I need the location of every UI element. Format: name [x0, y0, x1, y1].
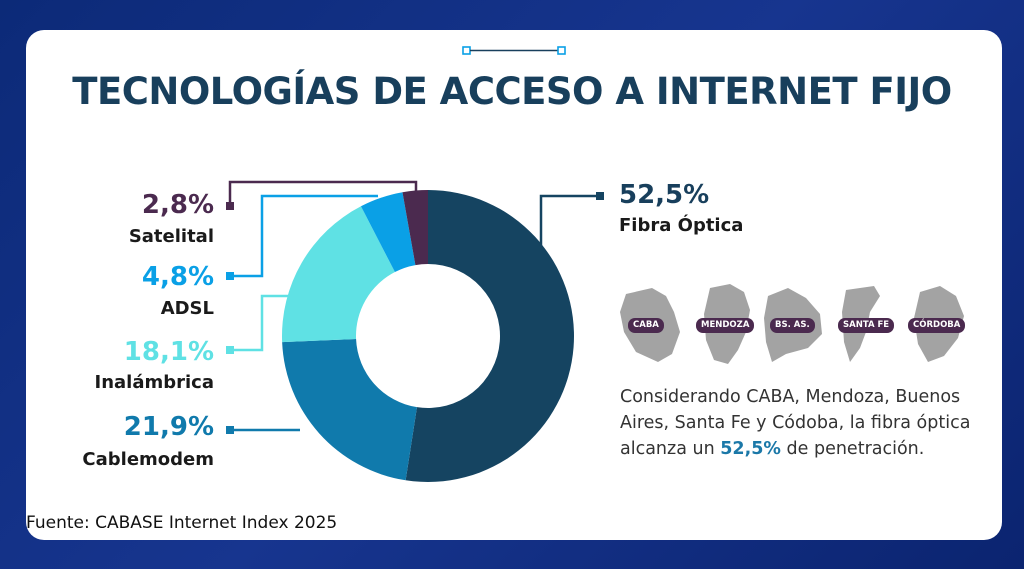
- note-text-after: de penetración.: [780, 439, 925, 459]
- province-tag-mendoza: MENDOZA: [696, 318, 755, 333]
- adsl-percent: 4,8%: [141, 262, 214, 292]
- leader-line-adsl: [230, 194, 378, 278]
- leader-marker-adsl: [226, 272, 234, 280]
- leader-line-satelital: [228, 180, 418, 206]
- satelital-percent: 2,8%: [141, 190, 214, 220]
- title-decoration: [462, 46, 566, 55]
- slice-inalambrica: [282, 206, 395, 343]
- province-tag-caba: CABA: [628, 318, 664, 333]
- slice-cablemodem: [282, 339, 417, 481]
- cablemodem-label: Cablemodem: [82, 449, 214, 470]
- province-tag-cordoba: CÓRDOBA: [908, 318, 966, 333]
- source-note: Fuente: CABASE Internet Index 2025: [26, 513, 338, 533]
- leader-marker-satelital: [226, 202, 234, 210]
- slice-satelital: [402, 190, 428, 266]
- cablemodem-percent: 21,9%: [123, 412, 214, 442]
- fibra-label: Fibra Óptica: [619, 215, 744, 236]
- province-tag-bs-as: BS. AS.: [770, 318, 815, 333]
- inalambrica-percent: 18,1%: [123, 337, 214, 367]
- leader-marker-inalambrica: [226, 346, 234, 354]
- slice-fibra-optica: [405, 190, 574, 482]
- slice-adsl: [360, 192, 416, 273]
- adsl-label: ADSL: [160, 298, 214, 319]
- note-text-before: Considerando CABA, Mendoza, Buenos Aires…: [620, 387, 971, 459]
- fiber-note: Considerando CABA, Mendoza, Buenos Aires…: [620, 384, 990, 462]
- inalambrica-label: Inalámbrica: [94, 372, 214, 393]
- leader-line-inalambrica: [230, 294, 290, 352]
- satelital-label: Satelital: [128, 226, 214, 247]
- leader-line-fibra: [539, 194, 600, 246]
- note-highlight: 52,5%: [720, 439, 781, 459]
- leader-marker-fibra: [596, 192, 604, 200]
- province-maps: CABA MENDOZA BS. AS. SANTA FE CÓRDOBA: [618, 282, 980, 366]
- province-tag-santa-fe: SANTA FE: [838, 318, 895, 333]
- leader-marker-cablemodem: [226, 426, 234, 434]
- page-title: TECNOLOGÍAS DE ACCESO A INTERNET FIJO: [72, 70, 952, 113]
- fibra-percent: 52,5%: [619, 180, 710, 210]
